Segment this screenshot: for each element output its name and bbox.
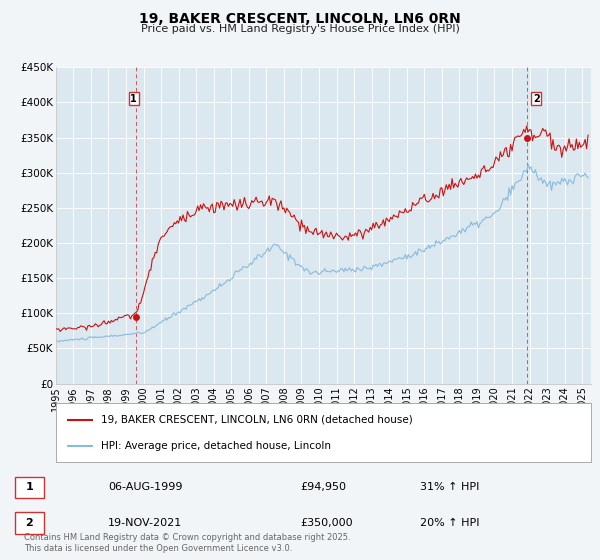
Text: Price paid vs. HM Land Registry's House Price Index (HPI): Price paid vs. HM Land Registry's House …	[140, 24, 460, 34]
FancyBboxPatch shape	[15, 512, 44, 534]
Text: 1: 1	[130, 94, 137, 104]
Text: 1: 1	[26, 483, 33, 492]
Text: £350,000: £350,000	[300, 518, 353, 528]
Text: £94,950: £94,950	[300, 483, 346, 492]
FancyBboxPatch shape	[15, 477, 44, 498]
Text: 20% ↑ HPI: 20% ↑ HPI	[420, 518, 479, 528]
Text: 19, BAKER CRESCENT, LINCOLN, LN6 0RN: 19, BAKER CRESCENT, LINCOLN, LN6 0RN	[139, 12, 461, 26]
Text: 31% ↑ HPI: 31% ↑ HPI	[420, 483, 479, 492]
Text: HPI: Average price, detached house, Lincoln: HPI: Average price, detached house, Linc…	[101, 441, 331, 451]
Text: 19-NOV-2021: 19-NOV-2021	[108, 518, 182, 528]
Text: 06-AUG-1999: 06-AUG-1999	[108, 483, 182, 492]
Text: 2: 2	[533, 94, 539, 104]
Text: 19, BAKER CRESCENT, LINCOLN, LN6 0RN (detached house): 19, BAKER CRESCENT, LINCOLN, LN6 0RN (de…	[101, 414, 413, 424]
Text: 2: 2	[26, 518, 33, 528]
Text: Contains HM Land Registry data © Crown copyright and database right 2025.
This d: Contains HM Land Registry data © Crown c…	[24, 533, 350, 553]
